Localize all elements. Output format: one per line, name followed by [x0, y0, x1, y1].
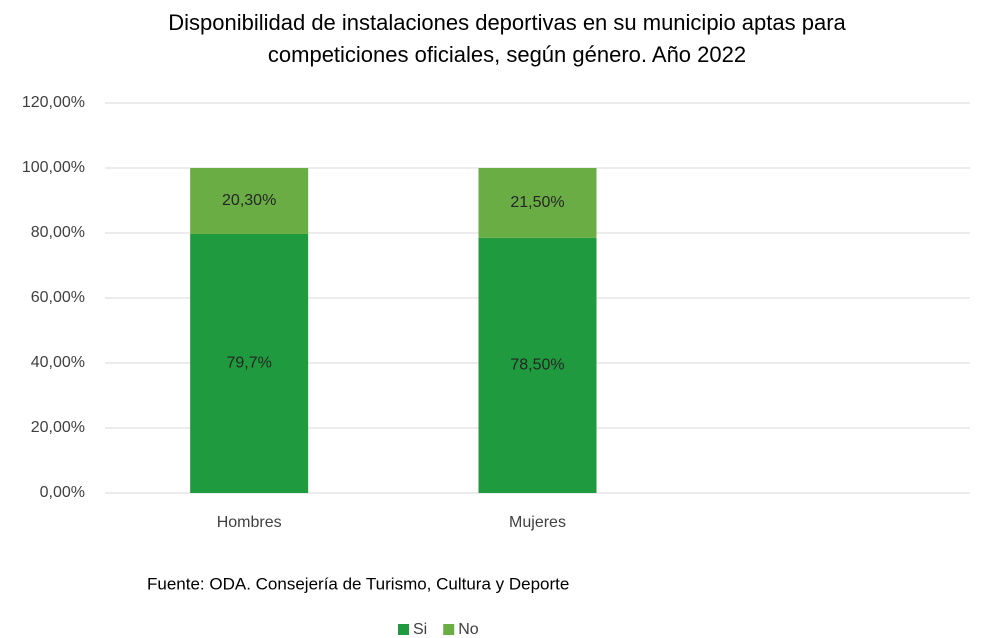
data-label: 21,50% [510, 194, 564, 211]
y-tick-label: 60,00% [31, 289, 85, 306]
chart-title: Disponibilidad de instalaciones deportiv… [168, 10, 846, 35]
legend-label: No [458, 621, 479, 638]
y-tick-label: 80,00% [31, 224, 85, 241]
data-label: 78,50% [510, 357, 564, 374]
data-label: 79,7% [226, 355, 271, 372]
bar-segment [190, 168, 309, 234]
chart-title: competiciones oficiales, según género. A… [268, 42, 746, 67]
y-tick-label: 0,00% [40, 484, 85, 501]
x-tick-label: Hombres [217, 514, 282, 531]
source-note: Fuente: ODA. Consejería de Turismo, Cult… [147, 574, 569, 593]
bar-segment [478, 237, 597, 493]
y-tick-label: 20,00% [31, 419, 85, 436]
data-label: 20,30% [222, 192, 276, 209]
bar-segment [478, 168, 597, 238]
y-tick-label: 40,00% [31, 354, 85, 371]
legend-swatch [398, 624, 409, 635]
y-tick-label: 100,00% [22, 159, 85, 176]
x-tick-label: Mujeres [509, 514, 566, 531]
bar-segment [190, 233, 309, 493]
y-tick-label: 120,00% [22, 94, 85, 111]
legend-label: Si [413, 621, 427, 638]
legend-swatch [443, 624, 455, 635]
